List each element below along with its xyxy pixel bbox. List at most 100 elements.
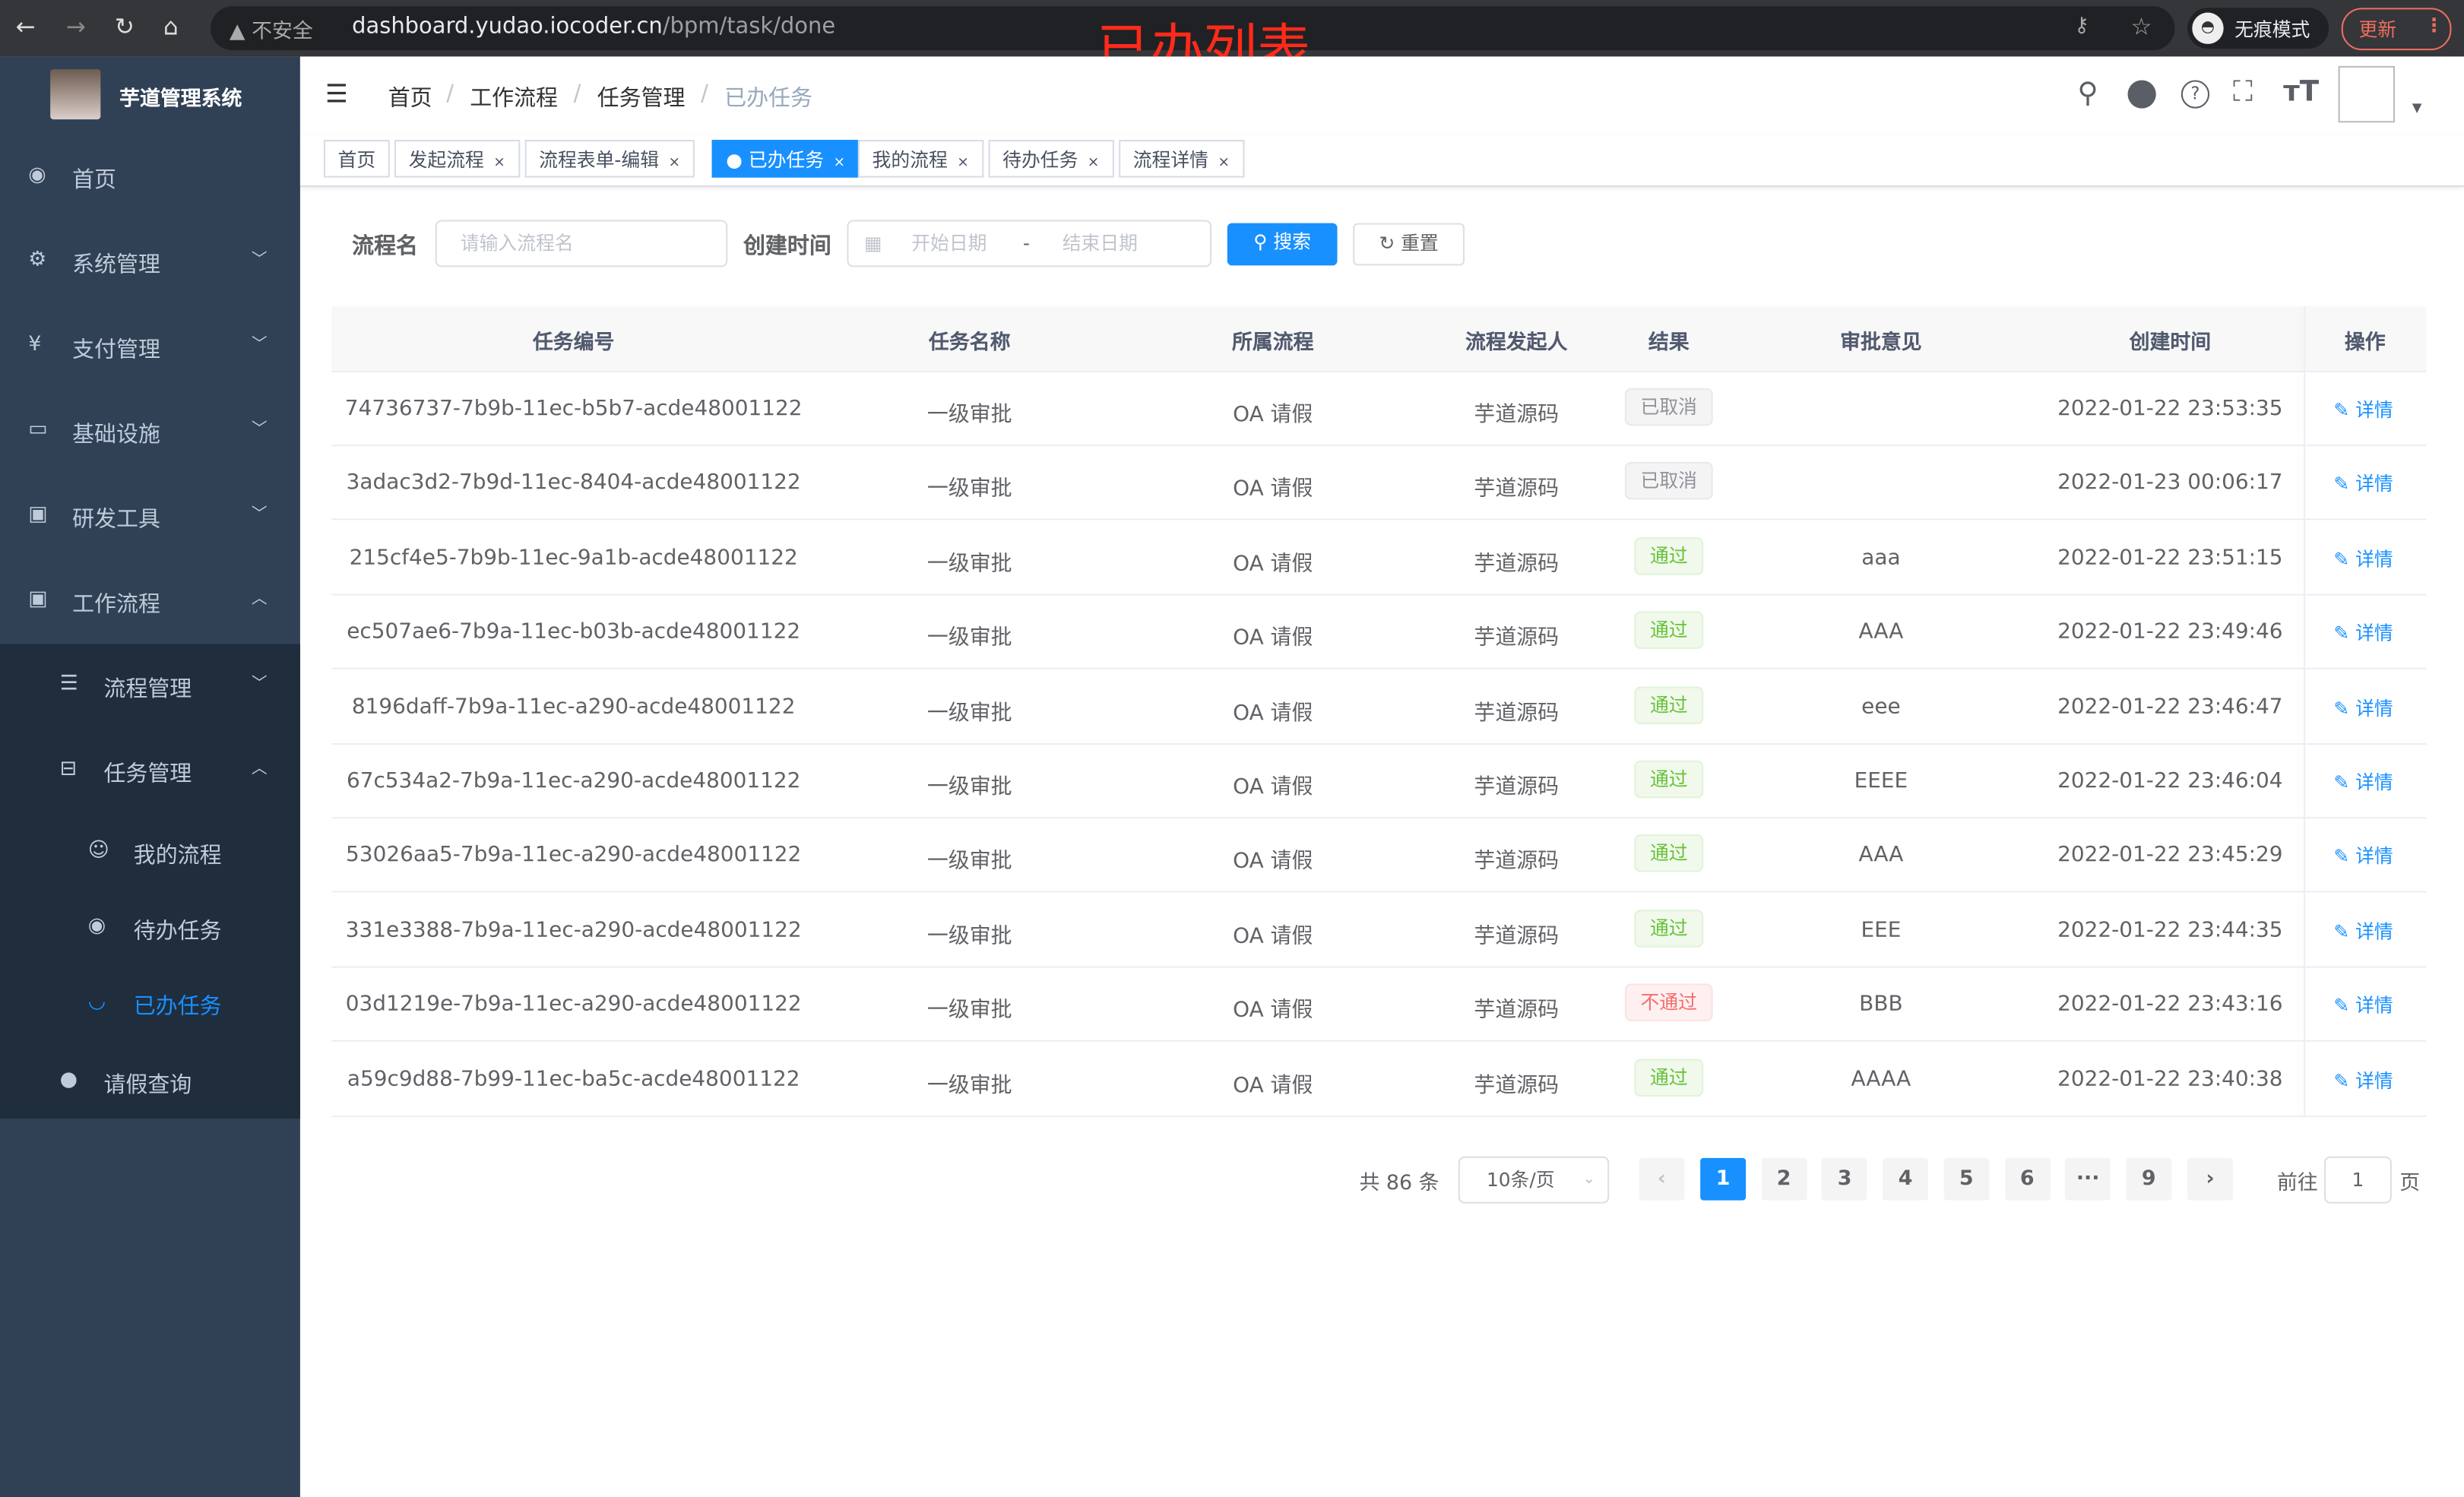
page-button[interactable]: 1 (1700, 1157, 1747, 1201)
detail-link[interactable]: ✎ 详情 (2333, 768, 2393, 795)
chevron-down-icon: ﹀ (251, 251, 268, 269)
detail-link[interactable]: ✎ 详情 (2333, 1066, 2393, 1093)
close-icon[interactable]: × (493, 155, 505, 172)
fixed-column-divider (2304, 1040, 2306, 1116)
update-button[interactable]: 更新 ⋮ (2341, 8, 2452, 51)
edit-icon: ✎ (2333, 697, 2356, 720)
tag-view-item[interactable]: 发起流程 × (394, 140, 520, 178)
detail-link[interactable]: ✎ 详情 (2333, 694, 2393, 720)
close-icon[interactable]: × (1087, 155, 1100, 172)
tag-label: 已办任务 (748, 149, 825, 172)
forward-icon[interactable]: → (65, 12, 86, 41)
cell-time: 2022-01-22 23:40:38 (2057, 1066, 2283, 1092)
search-icon[interactable]: ⚲ (2077, 77, 2098, 110)
result-badge: 通过 (1634, 1058, 1704, 1097)
column-header: 流程发起人 (1465, 331, 1568, 356)
page-button[interactable]: 5 (1943, 1157, 1990, 1201)
tag-view-item[interactable]: 待办任务 × (988, 140, 1114, 178)
goto-page-input[interactable]: 1 (2323, 1156, 2392, 1204)
tag-view-item[interactable]: 流程表单-编辑 × (524, 140, 695, 178)
page-button[interactable]: 6 (2004, 1157, 2051, 1201)
end-date-input[interactable]: 结束日期 (1062, 233, 1138, 255)
chevron-up-icon: ︿ (251, 760, 268, 778)
breadcrumb-item[interactable]: 首页 (388, 86, 432, 112)
table-row: 331e3388-7b9a-11ec-a290-acde48001122 一级审批… (331, 891, 2427, 968)
prev-page-button[interactable]: ‹ (1639, 1157, 1685, 1201)
detail-link[interactable]: ✎ 详情 (2333, 917, 2393, 944)
cell-time: 2022-01-22 23:44:35 (2057, 917, 2283, 943)
sidebar-task-item[interactable]: ☺ 我的流程 (0, 814, 300, 889)
tag-view-item[interactable]: 流程详情 × (1119, 140, 1244, 178)
cell-id: 3adac3d2-7b9d-11ec-8404-acde48001122 (346, 470, 801, 496)
cell-comment: AAA (1858, 843, 1904, 869)
date-separator: - (1023, 233, 1030, 255)
detail-link[interactable]: ✎ 详情 (2333, 396, 2393, 423)
key-icon[interactable]: ⚷ (2074, 14, 2089, 38)
caret-down-icon[interactable]: ▼ (2412, 100, 2422, 115)
breadcrumb-item[interactable]: 工作流程 (470, 86, 558, 112)
refresh-icon: ↻ (1379, 233, 1401, 255)
cell-id: 67c534a2-7b9a-11ec-a290-acde48001122 (346, 768, 801, 794)
date-range-picker[interactable]: ▦ 开始日期 - 结束日期 (847, 220, 1212, 267)
monitor-icon: ▭ (28, 417, 48, 442)
tag-view-item[interactable]: 我的流程 × (857, 140, 983, 178)
next-page-button[interactable]: › (2187, 1157, 2234, 1201)
detail-link[interactable]: ✎ 详情 (2333, 470, 2393, 497)
sidebar-item[interactable]: ¥ 支付管理 ﹀ (0, 305, 300, 390)
sidebar-task-item[interactable]: ◡ 已办任务 (0, 965, 300, 1040)
font-size-icon[interactable]: ᴛT (2283, 75, 2320, 109)
sidebar-item[interactable]: ⚙ 系统管理 ﹀ (0, 220, 300, 305)
tag-view-item[interactable]: ● 已办任务 × (711, 140, 860, 178)
avatar[interactable] (2338, 65, 2396, 123)
cell-comment: EEE (1861, 917, 1902, 943)
cell-name: 一级审批 (926, 625, 1012, 651)
page-button[interactable]: 2 (1761, 1157, 1807, 1201)
page-size-select[interactable]: 10条/页 ⌄ (1458, 1156, 1610, 1204)
page-button[interactable]: 4 (1883, 1157, 1929, 1201)
process-name-input[interactable]: 请输入流程名 (435, 220, 728, 267)
hamburger-icon[interactable]: ☰ (325, 78, 348, 109)
edit-icon: ✎ (2333, 995, 2356, 1018)
sidebar-item[interactable]: ◉ 首页 (0, 135, 300, 220)
back-icon[interactable]: ← (15, 12, 36, 41)
page-button[interactable]: 3 (1822, 1157, 1868, 1201)
help-icon[interactable]: ? (2181, 80, 2210, 109)
fixed-column-divider (2304, 306, 2306, 371)
fullscreen-icon[interactable]: ⛶ (2233, 75, 2253, 109)
more-pages-button[interactable]: ··· (2065, 1157, 2111, 1201)
detail-link[interactable]: ✎ 详情 (2333, 992, 2393, 1018)
sidebar-item[interactable]: ▣ 研发工具 ﹀ (0, 474, 300, 559)
sidebar-subitem[interactable]: ☰ 流程管理 ﹀ (0, 644, 300, 730)
close-icon[interactable]: × (668, 155, 681, 172)
cell-time: 2022-01-22 23:43:16 (2057, 992, 2283, 1018)
incognito-indicator[interactable]: ◓ 无痕模式 (2187, 8, 2329, 49)
search-button[interactable]: ⚲ 搜索 (1227, 223, 1338, 266)
breadcrumb-item[interactable]: 任务管理 (597, 86, 686, 112)
close-icon[interactable]: × (957, 155, 969, 172)
tag-view-item[interactable]: 首页 (323, 140, 390, 178)
cell-time: 2022-01-22 23:46:04 (2057, 768, 2283, 794)
security-warning[interactable]: ▲ 不安全 (229, 20, 313, 44)
close-icon[interactable]: × (833, 155, 846, 172)
reload-icon[interactable]: ↻ (114, 12, 135, 41)
address-bar[interactable]: ▲ 不安全 dashboard.yudao.iocoder.cn/bpm/tas… (211, 6, 2175, 51)
star-icon[interactable]: ☆ (2130, 12, 2152, 41)
detail-link[interactable]: ✎ 详情 (2333, 619, 2393, 646)
sidebar-item-leave[interactable]: ● 请假查询 (0, 1040, 300, 1119)
page-button[interactable]: 9 (2126, 1157, 2172, 1201)
github-icon[interactable] (2127, 80, 2156, 109)
detail-link[interactable]: ✎ 详情 (2333, 843, 2393, 869)
start-date-input[interactable]: 开始日期 (911, 233, 987, 255)
detail-label: 详情 (2355, 771, 2393, 794)
column-header: 所属流程 (1231, 331, 1314, 356)
home-icon[interactable]: ⌂ (163, 12, 179, 41)
sidebar-task-item[interactable]: ◉ 待办任务 (0, 889, 300, 964)
close-icon[interactable]: × (1218, 155, 1230, 172)
reset-button[interactable]: ↻ 重置 (1353, 223, 1465, 266)
detail-link[interactable]: ✎ 详情 (2333, 545, 2393, 571)
more-icon[interactable]: ⋮ (2424, 14, 2444, 36)
sidebar-item[interactable]: ▣ 工作流程 ︿ (0, 559, 300, 644)
sidebar-item[interactable]: ▭ 基础设施 ﹀ (0, 390, 300, 475)
chevron-up-icon: ︿ (251, 590, 268, 609)
sidebar-subitem[interactable]: ⊟ 任务管理 ︿ (0, 729, 300, 814)
